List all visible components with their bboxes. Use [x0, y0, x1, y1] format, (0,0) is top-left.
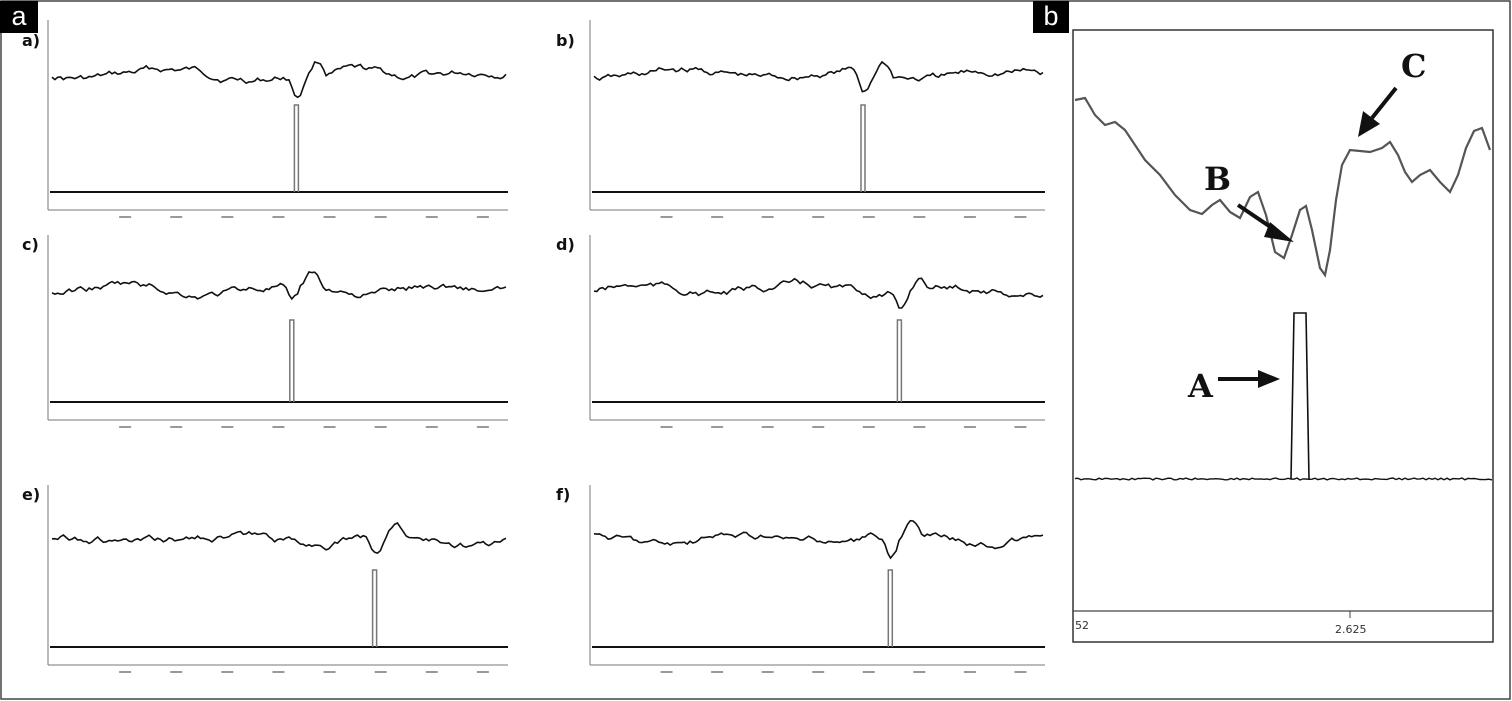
x-tick-label — [913, 216, 926, 218]
x-tick-label — [1014, 671, 1027, 673]
x-tick-label — [272, 216, 285, 218]
pulse-trace — [289, 319, 295, 402]
subplot-label: b) — [556, 31, 575, 50]
x-tick-label — [425, 671, 438, 673]
subplot-d: d) — [556, 235, 1045, 428]
pressure-trace — [51, 61, 507, 99]
panel-b-tag: b — [1033, 1, 1069, 33]
x-tick-label — [221, 671, 234, 673]
pulse-trace — [371, 569, 378, 647]
x-tick-label — [425, 426, 438, 428]
x-tick-label — [660, 671, 673, 673]
x-tick-label — [119, 671, 132, 673]
x-tick-label — [323, 671, 336, 673]
x-tick-label — [761, 671, 774, 673]
x-tick-label — [1014, 216, 1027, 218]
panel-b-frame — [1072, 29, 1494, 643]
x-tick-label — [323, 216, 336, 218]
x-tick-label — [374, 216, 387, 218]
annotation-c-arrow — [1358, 86, 1398, 137]
x-tick-label — [711, 426, 724, 428]
pulse-trace — [887, 569, 894, 647]
x-tick-label — [170, 216, 183, 218]
x-tick-label — [963, 216, 976, 218]
subplot-e: e) — [22, 485, 508, 673]
x-tick-label — [913, 426, 926, 428]
x-tick-label — [272, 671, 285, 673]
x-tick-label — [913, 671, 926, 673]
x-tick-label — [119, 216, 132, 218]
annotation-b-label: B — [1204, 160, 1231, 198]
x-tick-label — [963, 671, 976, 673]
x-tick-label — [812, 671, 825, 673]
x-tick-label — [761, 426, 774, 428]
x-tick-label — [119, 426, 132, 428]
x-tick-label — [476, 216, 489, 218]
annotation-a-arrow — [1218, 370, 1280, 388]
x-tick-label — [761, 216, 774, 218]
panel-a: a) b) c) d) e) f) — [22, 20, 1045, 673]
x-tick-label — [711, 671, 724, 673]
axis-tick-label: 52 — [1075, 619, 1089, 632]
pressure-trace — [51, 521, 507, 554]
pressure-trace — [51, 270, 507, 301]
x-tick-label — [170, 671, 183, 673]
panel-b: 52 2.625 A B C — [1072, 29, 1494, 643]
x-tick-label — [221, 426, 234, 428]
pulse-trace — [860, 104, 866, 192]
pulse-trace — [896, 319, 903, 402]
axis-tick-label: 2.625 — [1335, 623, 1367, 636]
panel-a-tag: a — [0, 1, 38, 33]
x-tick-label — [812, 426, 825, 428]
subplot-f: f) — [556, 485, 1045, 673]
x-tick-label — [476, 671, 489, 673]
pressure-trace — [1074, 96, 1492, 278]
pressure-trace — [593, 277, 1044, 309]
subplot-b: b) — [556, 20, 1045, 218]
subplot-label: c) — [22, 235, 39, 254]
x-tick-label — [963, 426, 976, 428]
pulse-trace — [293, 104, 300, 192]
x-tick-label — [323, 426, 336, 428]
subplot-a: a) — [22, 20, 508, 218]
annotation-a-label: A — [1187, 367, 1214, 405]
x-tick-label — [862, 671, 875, 673]
x-tick-label — [660, 426, 673, 428]
x-tick-label — [862, 426, 875, 428]
x-tick-label — [170, 426, 183, 428]
subplot-label: f) — [556, 485, 570, 504]
annotation-b-arrow — [1236, 203, 1294, 242]
x-tick-label — [476, 426, 489, 428]
x-tick-label — [425, 216, 438, 218]
pressure-trace — [593, 60, 1044, 93]
x-tick-label — [812, 216, 825, 218]
x-tick-label — [1014, 426, 1027, 428]
x-tick-label — [221, 216, 234, 218]
x-tick-label — [660, 216, 673, 218]
baseline-trace — [1074, 477, 1493, 481]
x-tick-label — [711, 216, 724, 218]
x-tick-label — [862, 216, 875, 218]
subplot-label: e) — [22, 485, 40, 504]
subplot-label: a) — [22, 31, 40, 50]
pressure-trace — [593, 519, 1044, 560]
annotation-c-label: C — [1401, 47, 1426, 85]
x-tick-label — [374, 671, 387, 673]
x-tick-label — [374, 426, 387, 428]
pulse-trace — [1290, 312, 1310, 480]
x-tick-label — [272, 426, 285, 428]
subplot-label: d) — [556, 235, 575, 254]
subplot-c: c) — [22, 235, 508, 428]
